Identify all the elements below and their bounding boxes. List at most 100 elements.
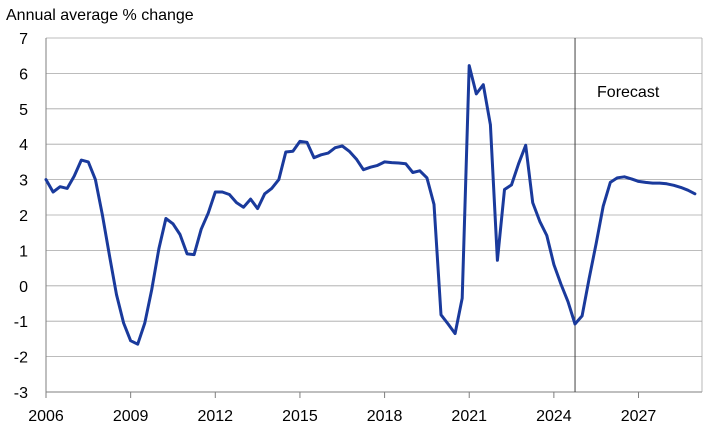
y-tick-label: 2 <box>19 208 28 225</box>
data-point <box>192 253 196 256</box>
data-point <box>150 288 153 291</box>
data-point <box>573 322 577 326</box>
y-tick-label: -1 <box>14 314 28 331</box>
data-point <box>475 92 478 96</box>
data-point <box>432 203 436 206</box>
data-point <box>298 140 302 143</box>
data-point <box>616 176 619 179</box>
data-point <box>362 168 365 171</box>
data-point <box>587 277 591 280</box>
data-point <box>136 343 139 346</box>
data-point <box>496 259 499 262</box>
data-point <box>214 190 217 194</box>
data-point <box>80 158 83 162</box>
data-point <box>559 282 563 286</box>
y-axis-title: Annual average % change <box>6 7 194 24</box>
data-point <box>439 313 443 316</box>
x-tick-label: 2009 <box>113 408 149 425</box>
data-point <box>545 234 548 237</box>
data-point <box>319 153 323 156</box>
x-tick-label: 2015 <box>282 408 318 425</box>
data-point <box>305 141 309 144</box>
data-point <box>143 321 146 325</box>
data-point <box>284 150 287 154</box>
data-point <box>595 242 598 245</box>
y-tick-label: -3 <box>14 385 28 402</box>
data-point <box>171 222 175 225</box>
forecast-marker: Forecast <box>574 38 660 392</box>
x-tick-label: 2018 <box>367 408 403 425</box>
series-line <box>44 64 697 346</box>
data-point <box>334 146 337 149</box>
data-point <box>115 293 118 296</box>
data-point <box>446 322 450 326</box>
data-point <box>277 178 280 181</box>
forecast-label: Forecast <box>597 84 660 101</box>
data-point <box>630 177 633 181</box>
data-point <box>503 188 506 191</box>
data-point <box>411 171 414 174</box>
data-point <box>207 212 210 215</box>
data-point <box>538 220 541 223</box>
data-point <box>376 164 379 167</box>
data-point <box>482 83 485 86</box>
data-point <box>602 205 605 208</box>
data-point <box>355 157 358 161</box>
data-point <box>263 192 266 195</box>
y-tick-labels: 7 6 5 4 3 2 1 0 -1 -2 -3 <box>14 31 28 402</box>
data-point <box>383 160 386 164</box>
data-point <box>200 228 203 231</box>
data-point <box>73 174 76 178</box>
x-tick-label: 2012 <box>197 408 233 425</box>
data-point <box>637 180 640 183</box>
y-tick-label: 7 <box>19 31 28 48</box>
data-point <box>672 184 675 187</box>
data-point <box>249 197 252 201</box>
data-point <box>686 189 690 192</box>
data-point <box>693 192 697 195</box>
data-point <box>651 181 654 185</box>
data-point <box>164 217 168 220</box>
data-point <box>468 64 471 67</box>
data-point <box>66 187 69 190</box>
data-point <box>517 162 520 165</box>
data-point <box>489 123 492 126</box>
data-point <box>390 161 393 164</box>
data-point <box>178 233 182 236</box>
data-point <box>108 254 111 257</box>
data-point <box>397 161 400 165</box>
data-point <box>453 332 457 335</box>
data-point <box>461 297 464 300</box>
data-point <box>609 181 612 184</box>
data-point <box>425 176 429 179</box>
data-point <box>291 150 295 153</box>
data-point <box>101 213 104 217</box>
x-tick-labels: 2006 2009 2012 2015 2018 2021 2024 2027 <box>28 408 656 425</box>
data-point <box>122 321 125 325</box>
x-tick-label: 2024 <box>536 408 572 425</box>
data-point <box>566 300 570 303</box>
data-point <box>327 151 330 155</box>
data-point <box>44 178 48 181</box>
series-layer <box>44 64 697 346</box>
data-point <box>369 166 372 169</box>
data-point <box>531 201 534 204</box>
y-tick-label: 4 <box>19 137 28 154</box>
x-tick-label: 2006 <box>28 408 64 425</box>
data-point <box>418 169 421 172</box>
data-point <box>665 182 668 185</box>
data-point <box>221 190 224 194</box>
data-point <box>623 175 626 178</box>
data-point <box>524 144 527 147</box>
data-point <box>658 181 661 185</box>
data-point <box>185 252 189 256</box>
data-point <box>242 206 245 209</box>
data-point <box>341 144 344 148</box>
data-point <box>94 178 97 181</box>
data-point <box>51 190 55 194</box>
y-tick-label: 0 <box>19 279 28 296</box>
data-point <box>644 181 647 184</box>
y-tick-label: 6 <box>19 66 28 83</box>
plot-frame <box>45 38 703 398</box>
